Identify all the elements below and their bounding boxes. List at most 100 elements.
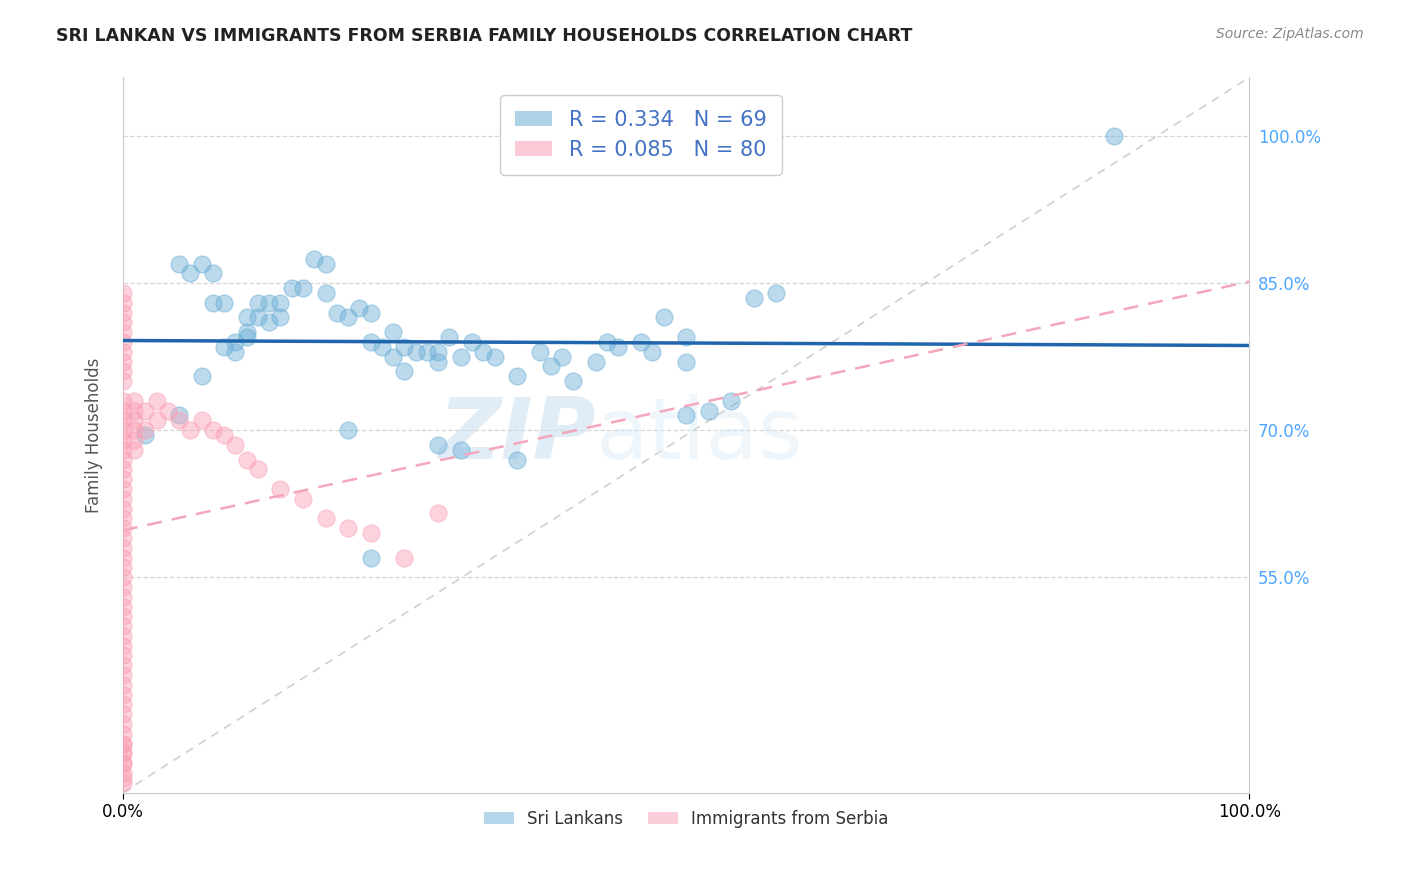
Point — [246, 295, 269, 310]
Point — [246, 310, 269, 325]
Point — [337, 310, 360, 325]
Point — [111, 354, 134, 368]
Point — [246, 462, 269, 476]
Point — [439, 330, 461, 344]
Point — [720, 393, 742, 408]
Point — [450, 442, 472, 457]
Point — [111, 413, 134, 427]
Point — [111, 737, 134, 751]
Point — [315, 285, 337, 300]
Point — [111, 491, 134, 506]
Point — [235, 325, 257, 339]
Point — [111, 756, 134, 771]
Point — [190, 413, 212, 427]
Point — [190, 257, 212, 271]
Point — [111, 531, 134, 545]
Point — [529, 344, 551, 359]
Point — [111, 737, 134, 751]
Point — [1102, 129, 1125, 144]
Point — [416, 344, 439, 359]
Point — [326, 305, 349, 319]
Point — [111, 482, 134, 496]
Point — [145, 393, 167, 408]
Point — [675, 330, 697, 344]
Point — [349, 301, 371, 315]
Point — [652, 310, 675, 325]
Point — [360, 334, 382, 349]
Point — [427, 438, 450, 452]
Point — [675, 409, 697, 423]
Text: SRI LANKAN VS IMMIGRANTS FROM SERBIA FAMILY HOUSEHOLDS CORRELATION CHART: SRI LANKAN VS IMMIGRANTS FROM SERBIA FAM… — [56, 27, 912, 45]
Text: ZIP: ZIP — [439, 393, 596, 476]
Point — [111, 599, 134, 614]
Point — [506, 369, 529, 384]
Point — [304, 252, 326, 266]
Point — [224, 334, 246, 349]
Point — [111, 707, 134, 722]
Point — [742, 291, 765, 305]
Point — [111, 629, 134, 643]
Point — [190, 369, 212, 384]
Point — [111, 315, 134, 329]
Point — [292, 281, 315, 295]
Point — [360, 305, 382, 319]
Point — [551, 350, 574, 364]
Point — [111, 295, 134, 310]
Point — [134, 428, 156, 442]
Point — [292, 491, 315, 506]
Point — [111, 462, 134, 476]
Point — [382, 350, 405, 364]
Point — [641, 344, 664, 359]
Point — [675, 354, 697, 368]
Point — [235, 452, 257, 467]
Point — [394, 364, 416, 378]
Point — [450, 350, 472, 364]
Point — [111, 648, 134, 663]
Point — [427, 344, 450, 359]
Point — [122, 442, 145, 457]
Point — [111, 550, 134, 565]
Point — [337, 423, 360, 437]
Point — [382, 325, 405, 339]
Point — [585, 354, 607, 368]
Point — [461, 334, 484, 349]
Point — [111, 619, 134, 633]
Point — [111, 678, 134, 692]
Point — [111, 727, 134, 741]
Point — [224, 438, 246, 452]
Point — [179, 423, 201, 437]
Point — [371, 340, 394, 354]
Point — [427, 354, 450, 368]
Point — [111, 747, 134, 761]
Point — [111, 433, 134, 447]
Point — [212, 295, 235, 310]
Point — [472, 344, 495, 359]
Point — [337, 521, 360, 535]
Point — [167, 257, 190, 271]
Point — [540, 359, 562, 374]
Point — [111, 698, 134, 712]
Point — [427, 507, 450, 521]
Point — [111, 374, 134, 388]
Point — [122, 423, 145, 437]
Point — [394, 550, 416, 565]
Point — [111, 766, 134, 780]
Point — [167, 413, 190, 427]
Point — [269, 295, 291, 310]
Point — [111, 442, 134, 457]
Point — [111, 590, 134, 604]
Point — [111, 609, 134, 624]
Point — [235, 330, 257, 344]
Point — [111, 560, 134, 574]
Point — [111, 776, 134, 790]
Point — [111, 580, 134, 594]
Point — [562, 374, 585, 388]
Point — [111, 305, 134, 319]
Point — [111, 472, 134, 486]
Point — [111, 747, 134, 761]
Point — [315, 511, 337, 525]
Point — [111, 501, 134, 516]
Point — [111, 364, 134, 378]
Point — [394, 340, 416, 354]
Point — [111, 639, 134, 653]
